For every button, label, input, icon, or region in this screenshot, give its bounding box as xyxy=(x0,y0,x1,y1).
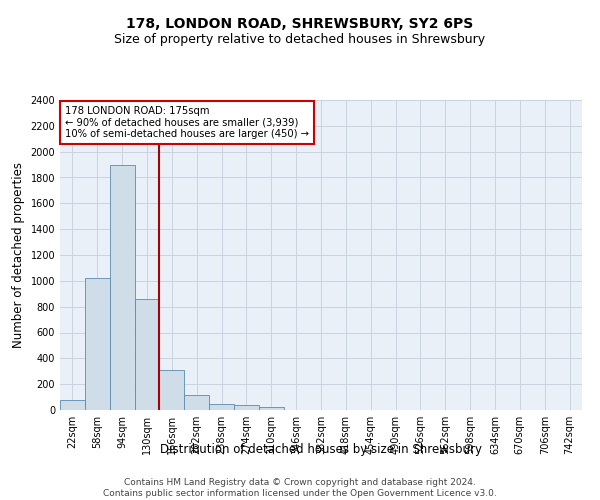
Text: Distribution of detached houses by size in Shrewsbury: Distribution of detached houses by size … xyxy=(160,442,482,456)
Bar xyxy=(234,406,259,410)
Text: 178 LONDON ROAD: 175sqm
← 90% of detached houses are smaller (3,939)
10% of semi: 178 LONDON ROAD: 175sqm ← 90% of detache… xyxy=(65,106,309,140)
Bar xyxy=(110,164,134,410)
Bar xyxy=(85,278,110,410)
Bar xyxy=(160,370,184,410)
Text: Contains HM Land Registry data © Crown copyright and database right 2024.
Contai: Contains HM Land Registry data © Crown c… xyxy=(103,478,497,498)
Bar xyxy=(259,408,284,410)
Text: Size of property relative to detached houses in Shrewsbury: Size of property relative to detached ho… xyxy=(115,32,485,46)
Text: 178, LONDON ROAD, SHREWSBURY, SY2 6PS: 178, LONDON ROAD, SHREWSBURY, SY2 6PS xyxy=(127,18,473,32)
Bar xyxy=(184,394,209,410)
Bar xyxy=(209,404,234,410)
Y-axis label: Number of detached properties: Number of detached properties xyxy=(12,162,25,348)
Bar xyxy=(60,400,85,410)
Bar xyxy=(134,299,160,410)
